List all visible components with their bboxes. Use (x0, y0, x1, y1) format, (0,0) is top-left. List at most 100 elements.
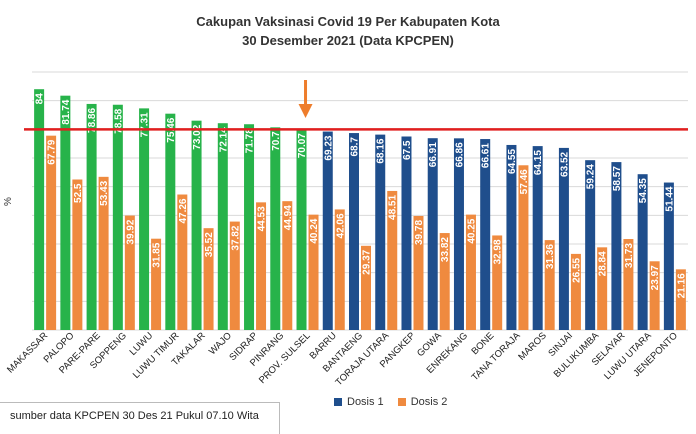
data-label-dosis-2: 35.52 (204, 232, 215, 257)
bar-dosis-1 (585, 160, 596, 330)
source-note: sumber data KPCPEN 30 Des 21 Pukul 07.10… (0, 402, 280, 434)
bar-dosis-2 (203, 228, 214, 330)
bar-dosis-1 (532, 146, 543, 330)
data-label-dosis-1: 64.55 (507, 149, 518, 174)
data-label-dosis-2: 40.25 (466, 218, 477, 243)
legend-item-dosis-1: Dosis 1 (334, 396, 384, 408)
data-label-dosis-2: 39.92 (125, 219, 136, 244)
x-tick-label: MAKASSAR (5, 330, 50, 375)
data-label-dosis-1: 68.16 (376, 138, 387, 163)
bar-dosis-2 (177, 194, 188, 330)
bar-dosis-2 (282, 201, 293, 330)
bar-dosis-2 (124, 215, 135, 330)
legend-label-dosis-2: Dosis 2 (410, 396, 448, 408)
bar-dosis-1 (663, 182, 674, 330)
data-label-dosis-1: 78.86 (87, 108, 98, 133)
data-label-dosis-1: 58.57 (612, 166, 623, 191)
data-label-dosis-2: 40.24 (309, 218, 320, 243)
bar-dosis-2 (308, 214, 319, 330)
bar-dosis-2 (72, 179, 83, 330)
highlight-arrow-head (298, 104, 313, 118)
legend-swatch-dosis-1 (334, 398, 342, 406)
data-label-dosis-2: 47.26 (178, 198, 189, 223)
data-label-dosis-1: 63.52 (559, 151, 570, 176)
data-label-dosis-1: 64.15 (533, 150, 544, 175)
data-label-dosis-1: 51.44 (664, 186, 675, 211)
bar-dosis-1 (558, 147, 569, 330)
bar-dosis-2 (413, 215, 424, 330)
bar-dosis-1 (191, 120, 202, 331)
data-label-dosis-2: 32.98 (493, 239, 504, 264)
bar-dosis-1 (401, 136, 412, 330)
bar-dosis-1 (637, 174, 648, 330)
bar-dosis-2 (229, 221, 240, 330)
bar-dosis-2 (465, 214, 476, 330)
bar-dosis-2 (518, 165, 529, 330)
bar-dosis-2 (387, 190, 398, 330)
bar-dosis-1 (86, 103, 97, 331)
data-label-dosis-2: 23.97 (650, 265, 661, 290)
data-label-dosis-2: 53.43 (99, 180, 110, 205)
legend-label-dosis-1: Dosis 1 (347, 396, 384, 408)
data-label-dosis-2: 37.82 (230, 225, 241, 250)
bar-dosis-2 (98, 176, 109, 330)
chart-subtitle: 30 Desember 2021 (Data KPCPEN) (242, 33, 454, 48)
bar-dosis-1 (270, 127, 281, 331)
bar-dosis-2 (439, 233, 450, 330)
bar-dosis-2 (334, 209, 345, 330)
data-label-dosis-2: 31.36 (545, 244, 556, 269)
data-label-dosis-1: 81.74 (61, 99, 72, 124)
bar-dosis-1 (480, 139, 491, 330)
data-label-dosis-1: 70.07 (297, 133, 308, 158)
data-label-dosis-1: 73.02 (192, 124, 203, 149)
data-label-dosis-1: 69.23 (323, 135, 334, 160)
data-label-dosis-1: 68.7 (350, 137, 361, 157)
bar-dosis-1 (427, 138, 438, 330)
data-label-dosis-1: 67.5 (402, 140, 413, 160)
data-label-dosis-1: 66.91 (428, 142, 439, 167)
data-label-dosis-2: 21.16 (676, 273, 687, 298)
data-label-dosis-1: 70.7 (271, 131, 282, 151)
legend-swatch-dosis-2 (397, 398, 406, 406)
data-label-dosis-2: 52.5 (73, 183, 84, 203)
data-label-dosis-2: 39.78 (414, 220, 425, 245)
data-label-dosis-1: 72.14 (218, 127, 229, 152)
chart-title: Cakupan Vaksinasi Covid 19 Per Kabupaten… (196, 14, 500, 29)
data-label-dosis-1: 78.58 (113, 108, 124, 133)
data-label-dosis-1: 77.31 (140, 112, 151, 137)
data-label-dosis-2: 57.46 (519, 169, 530, 194)
data-label-dosis-2: 42.06 (335, 213, 346, 238)
data-label-dosis-1: 66.86 (454, 142, 465, 167)
bar-dosis-2 (544, 240, 555, 330)
bar-dosis-1 (60, 95, 71, 330)
data-label-dosis-2: 33.82 (440, 237, 451, 262)
legend-item-dosis-2: Dosis 2 (397, 396, 448, 408)
data-label-dosis-2: 48.51 (388, 195, 399, 220)
bar-dosis-1 (611, 162, 622, 330)
data-label-dosis-1: 66.61 (481, 143, 492, 168)
data-label-dosis-2: 67.79 (47, 139, 58, 164)
data-label-dosis-2: 26.55 (571, 257, 582, 282)
data-label-dosis-1: 71.78 (245, 128, 256, 153)
bar-dosis-1 (296, 129, 307, 330)
data-label-dosis-2: 44.53 (257, 206, 268, 231)
bar-dosis-1 (165, 113, 176, 330)
bar-dosis-2 (570, 253, 581, 330)
data-label-dosis-2: 28.84 (598, 251, 609, 276)
bar-dosis-2 (675, 269, 686, 330)
bar-dosis-1 (139, 108, 150, 331)
data-label-dosis-2: 29.37 (362, 249, 373, 274)
bar-dosis-2 (492, 235, 503, 330)
bar-dosis-2 (649, 261, 660, 330)
bar-dosis-1 (322, 131, 333, 330)
bar-dosis-2 (46, 135, 57, 330)
bar-dosis-2 (597, 247, 608, 330)
bar-dosis-2 (623, 239, 634, 330)
bar-dosis-1 (506, 144, 517, 330)
data-label-dosis-1: 84 (35, 93, 46, 105)
bar-dosis-1 (244, 124, 255, 330)
bar-dosis-1 (34, 89, 45, 330)
data-label-dosis-2: 31.85 (152, 242, 163, 267)
bar-dosis-1 (453, 138, 464, 330)
